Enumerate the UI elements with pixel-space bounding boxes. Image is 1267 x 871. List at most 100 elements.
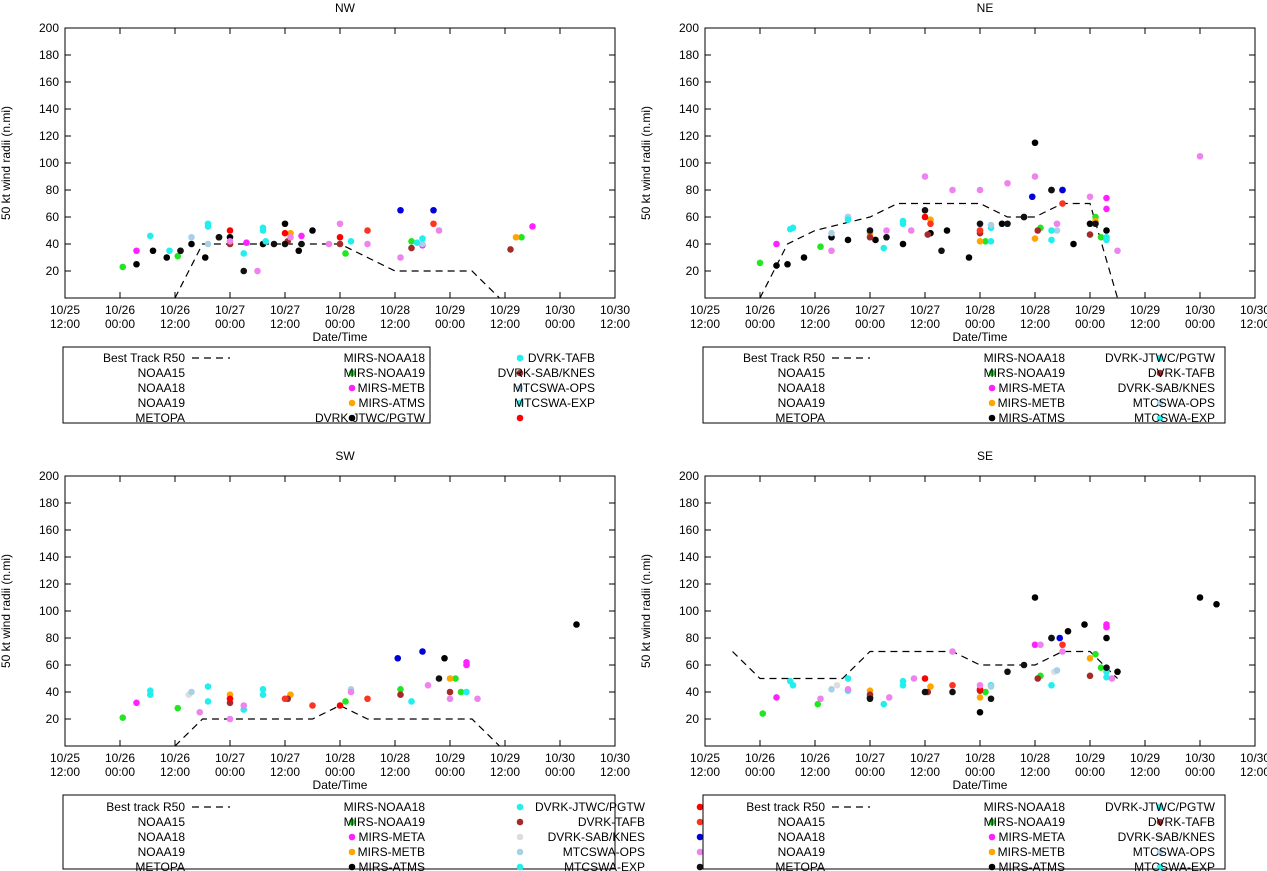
point-dvrk-tafb xyxy=(309,702,316,709)
point-noaa15 xyxy=(119,263,127,271)
x-tick-date: 10/26 xyxy=(800,751,830,765)
x-tick-time: 12:00 xyxy=(50,765,80,779)
point-metopa xyxy=(1031,139,1039,147)
x-tick-time: 12:00 xyxy=(910,765,940,779)
legend-label: MIRS-NOAA19 xyxy=(984,815,1066,829)
data-layer xyxy=(119,206,536,298)
y-tick-label: 200 xyxy=(679,469,699,483)
point-mtcswa-ops xyxy=(336,220,344,228)
point-noaa15 xyxy=(452,675,459,682)
point-mtcswa-ops xyxy=(397,254,404,261)
point-mtcswa-exp xyxy=(866,227,874,234)
x-tick-date: 10/27 xyxy=(270,751,300,765)
best-track-line xyxy=(174,243,500,298)
point-mtcswa-exp xyxy=(987,695,995,703)
y-tick-label: 140 xyxy=(679,102,699,116)
point-metopa xyxy=(188,240,195,248)
point-noaa15 xyxy=(982,238,989,245)
point-mirs-metb xyxy=(1053,667,1061,674)
point-noaa15 xyxy=(1097,664,1105,671)
point-mtcswa-ops xyxy=(226,715,234,723)
legend-label: MIRS-META xyxy=(999,830,1065,844)
x-tick-time: 12:00 xyxy=(690,765,720,779)
point-noaa18 xyxy=(1031,641,1039,649)
x-tick-date: 10/29 xyxy=(490,751,520,765)
legend-label: Best track R50 xyxy=(106,800,185,814)
y-tick-label: 60 xyxy=(46,210,60,224)
point-metopa xyxy=(163,254,171,261)
legend-symbol xyxy=(696,818,704,826)
legend-symbol xyxy=(696,848,704,856)
point-metopa xyxy=(1103,634,1110,642)
point-mirs-metb xyxy=(204,240,212,248)
point-mirs-atms xyxy=(146,232,154,240)
y-tick-label: 140 xyxy=(679,550,699,564)
legend-label: NOAA19 xyxy=(778,845,826,859)
x-tick-date: 10/26 xyxy=(160,751,190,765)
point-mirs-metb xyxy=(419,240,426,248)
y-axis-label: 50 kt wind radii (n.mi) xyxy=(0,554,13,668)
legend-label: MIRS-METB xyxy=(998,845,1065,859)
x-tick-date: 10/26 xyxy=(800,303,830,317)
legend-label: DVRK-SAB/KNES xyxy=(1118,830,1215,844)
legend-label: METOPA xyxy=(135,411,185,425)
y-tick-label: 40 xyxy=(686,237,700,251)
x-tick-date: 10/28 xyxy=(965,303,995,317)
legend-label: NOAA18 xyxy=(778,381,826,395)
x-tick-time: 00:00 xyxy=(435,765,465,779)
point-metopa xyxy=(281,220,289,228)
y-axis-label: 50 kt wind radii (n.mi) xyxy=(0,106,13,220)
point-noaa15 xyxy=(174,252,182,260)
point-metopa xyxy=(441,654,448,662)
x-tick-time: 00:00 xyxy=(325,765,355,779)
point-noaa19 xyxy=(927,683,934,690)
point-mtcswa-ops xyxy=(976,681,984,689)
point-mirs-noaa19 xyxy=(866,233,874,241)
point-mirs-noaa18 xyxy=(880,244,888,252)
point-noaa15 xyxy=(518,233,525,241)
point-mtcswa-ops xyxy=(1031,173,1039,180)
legend-symbol xyxy=(348,818,356,826)
plot-frame xyxy=(704,475,1256,747)
point-noaa18 xyxy=(1103,194,1110,202)
point-mirs-noaa19 xyxy=(1086,231,1094,238)
legend-label: NOAA18 xyxy=(138,830,186,844)
point-metopa xyxy=(1103,227,1110,234)
point-dvrk-sab-knes xyxy=(394,654,402,662)
x-tick-date: 10/30 xyxy=(545,303,575,317)
point-noaa18 xyxy=(243,239,250,246)
point-mirs-noaa18 xyxy=(259,691,267,698)
y-tick-label: 80 xyxy=(686,631,700,645)
panel-title: SW xyxy=(335,449,355,463)
point-mtcswa-ops xyxy=(1037,641,1044,649)
point-mtcswa-ops xyxy=(474,695,481,703)
legend-symbol xyxy=(1156,863,1164,871)
point-noaa19 xyxy=(1086,654,1094,662)
point-mirs-meta xyxy=(833,681,841,689)
legend-label: MIRS-ATMS xyxy=(999,411,1065,425)
point-metopa xyxy=(965,254,973,261)
legend-symbol xyxy=(988,848,996,856)
point-mtcswa-exp xyxy=(1020,661,1028,669)
point-mirs-noaa19 xyxy=(1086,672,1094,680)
x-tick-date: 10/27 xyxy=(215,303,245,317)
x-tick-time: 00:00 xyxy=(325,317,355,331)
x-tick-time: 00:00 xyxy=(1185,765,1215,779)
legend-label: Best track R50 xyxy=(746,800,825,814)
legend-symbol xyxy=(1156,818,1164,826)
legend-label: MIRS-ATMS xyxy=(999,860,1065,871)
point-mirs-noaa19 xyxy=(924,231,932,238)
x-tick-date: 10/28 xyxy=(965,751,995,765)
point-metopa xyxy=(573,621,580,628)
panel-se: SE2040608010012014016018020010/2512:0010… xyxy=(639,449,1267,871)
legend-label: DVRK-SAB/KNES xyxy=(1118,381,1215,395)
point-noaa15 xyxy=(1097,233,1105,241)
point-noaa15 xyxy=(174,704,182,712)
point-noaa15 xyxy=(759,710,767,717)
legend-label: DVRK-JTWC/PGTW xyxy=(1105,351,1216,365)
point-dvrk-tafb xyxy=(949,681,956,689)
y-tick-label: 120 xyxy=(679,129,699,143)
point-mtcswa-ops xyxy=(446,695,454,703)
point-noaa18 xyxy=(773,240,780,248)
